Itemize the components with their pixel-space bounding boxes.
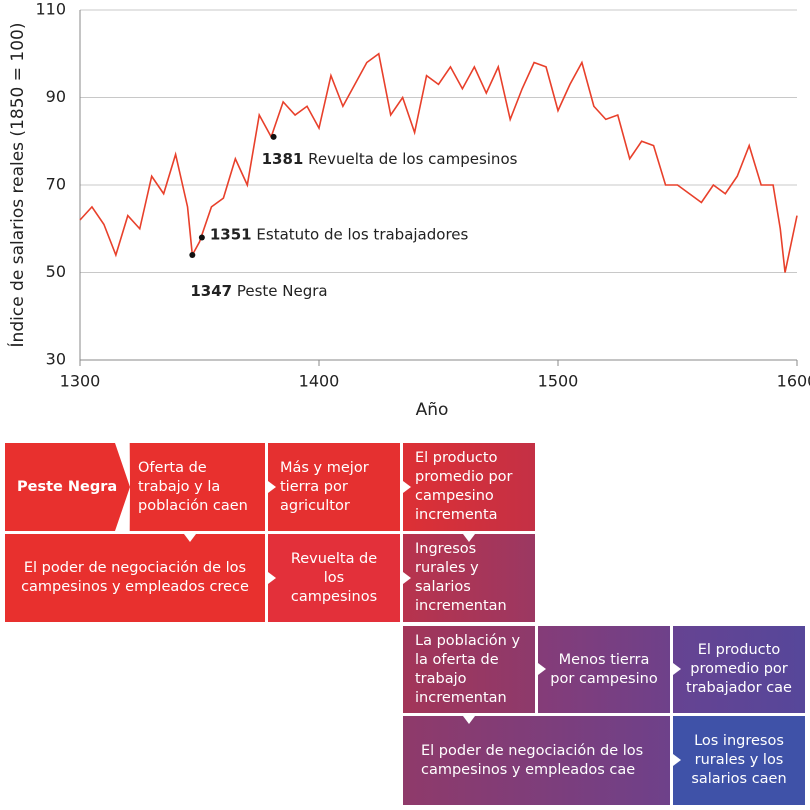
node: Menos tierra por campesino bbox=[538, 626, 670, 713]
annotation-text: Estatuto de los trabajadores bbox=[256, 225, 468, 243]
arrow bbox=[403, 572, 411, 584]
node: La población y la oferta de trabajo incr… bbox=[403, 626, 535, 713]
line bbox=[79, 52, 798, 273]
x-tick-label: 1500 bbox=[538, 372, 579, 391]
annotation-year: 1351 bbox=[210, 225, 252, 243]
y-tick-label: 30 bbox=[46, 350, 66, 369]
arrow bbox=[403, 481, 411, 493]
node: Ingresos rurales y salarios incrementan bbox=[403, 534, 535, 622]
node: El poder de negociación de los campesino… bbox=[5, 534, 265, 622]
y-tick-label: 110 bbox=[35, 0, 66, 19]
arrow bbox=[268, 572, 276, 584]
arrow bbox=[463, 716, 475, 724]
annotation-text: Peste Negra bbox=[237, 282, 328, 300]
node: El poder de negociación de los campesino… bbox=[403, 716, 670, 805]
annotation-dot bbox=[189, 252, 196, 258]
node: Peste Negra bbox=[5, 443, 130, 531]
x-tick-label: 1600 bbox=[777, 372, 810, 391]
chart: Año Índice de salarios reales (1850 = 10… bbox=[6, 0, 810, 420]
y-tick-label: 50 bbox=[46, 262, 66, 281]
node: Más y mejor tierra por agricultor bbox=[268, 443, 400, 531]
y-tick-label: 70 bbox=[46, 175, 66, 194]
arrow bbox=[268, 481, 276, 493]
annotation-dot bbox=[270, 133, 277, 140]
arrow bbox=[673, 663, 681, 675]
annotation-text: Revuelta de los campesinos bbox=[308, 149, 518, 167]
arrow bbox=[463, 534, 475, 542]
annotation-year: 1381 bbox=[262, 149, 304, 167]
x-tick-label: 1300 bbox=[60, 372, 101, 391]
annotation: 1347 Peste Negra bbox=[190, 282, 327, 300]
annotation: 1351 Estatuto de los trabajadores bbox=[210, 225, 469, 243]
node: Revuelta de los campesinos bbox=[268, 534, 400, 622]
node: El producto promedio por trabajador cae bbox=[673, 626, 805, 713]
y-tick-label: 90 bbox=[46, 87, 66, 106]
annotation: 1381 Revuelta de los campesinos bbox=[262, 149, 518, 167]
arrow bbox=[538, 663, 546, 675]
node: Los ingresos rurales y los salarios caen bbox=[673, 716, 805, 805]
annotation-dot bbox=[198, 234, 205, 241]
annotation-year: 1347 bbox=[190, 282, 232, 300]
y-axis-label: Índice de salarios reales (1850 = 100) bbox=[6, 23, 28, 348]
arrow bbox=[184, 534, 196, 542]
x-tick-label: 1400 bbox=[299, 372, 340, 391]
x-axis-label: Año bbox=[416, 400, 449, 420]
node: El producto promedio por campesino incre… bbox=[403, 443, 535, 531]
arrow bbox=[673, 754, 681, 766]
